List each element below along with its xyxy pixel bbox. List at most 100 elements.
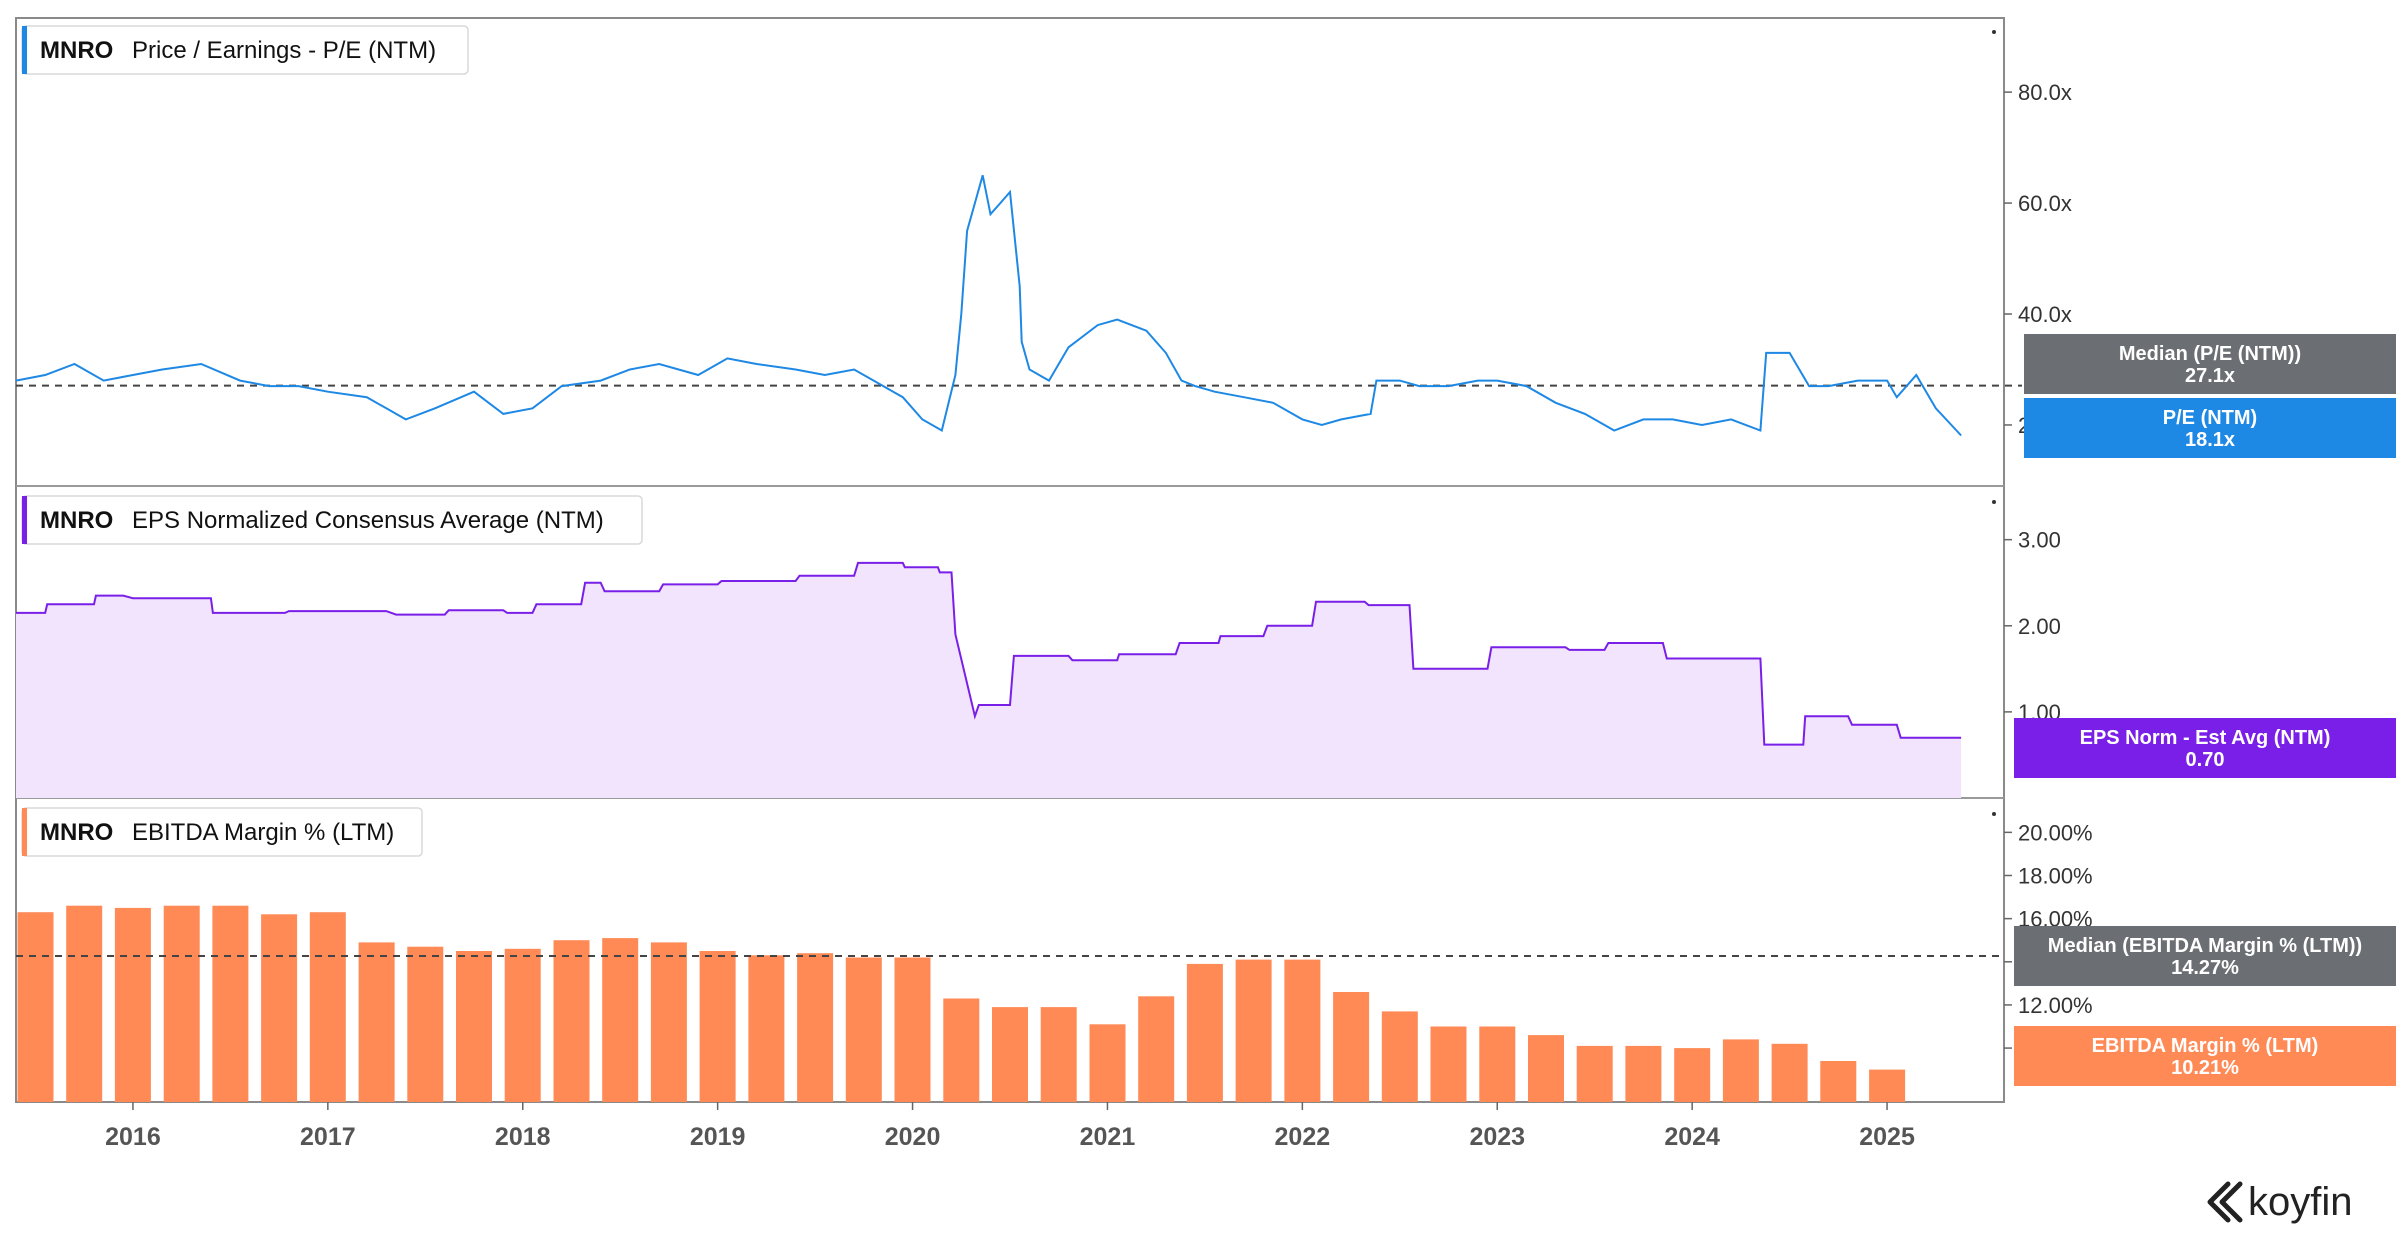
ebitda-bar-33 xyxy=(1625,1045,1662,1102)
ebitda-bar-35 xyxy=(1722,1039,1759,1102)
ebitda-legend-swatch xyxy=(22,808,27,856)
pe-legend-swatch xyxy=(22,26,27,74)
ebitda-bar-16 xyxy=(797,953,834,1102)
pe-current-badge-label: P/E (NTM) xyxy=(2163,407,2257,429)
x-tick-label-0: 2016 xyxy=(105,1123,161,1151)
ebitda-bar-28 xyxy=(1381,1011,1418,1102)
pe-y-tick-label-1: 60.0x xyxy=(2018,191,2072,216)
ebitda-bar-29 xyxy=(1430,1026,1467,1102)
koyfin-logo-icon xyxy=(2207,1181,2243,1223)
ebitda-bar-34 xyxy=(1674,1048,1711,1102)
ebitda-current-badge-value: 10.21% xyxy=(2171,1057,2239,1079)
pe-current-badge-bg xyxy=(2024,398,2396,458)
ebitda-bar-30 xyxy=(1479,1026,1516,1102)
pe-legend[interactable]: MNRO Price / Earnings - P/E (NTM) xyxy=(21,25,469,75)
ebitda-legend-title: EBITDA Margin % (LTM) xyxy=(132,819,394,846)
eps-current-badge-value: 0.70 xyxy=(2186,749,2225,771)
ebitda-current-badge-label: EBITDA Margin % (LTM) xyxy=(2092,1035,2319,1057)
eps-panel: 3.002.001.00 xyxy=(16,528,2061,798)
ebitda-bar-5 xyxy=(261,914,298,1102)
ebitda-bar-31 xyxy=(1528,1035,1564,1102)
ebitda-bar-10 xyxy=(504,948,541,1102)
ebitda-legend[interactable]: MNRO EBITDA Margin % (LTM) xyxy=(21,807,423,857)
eps-y-axis: 3.002.001.00 xyxy=(2004,528,2061,725)
ebitda-bar-13 xyxy=(650,942,687,1102)
ebitda-median-badge-bg xyxy=(2014,926,2396,986)
pe-panel-menu-dot[interactable] xyxy=(1992,30,1996,34)
ebitda-bar-6 xyxy=(309,912,346,1102)
ebitda-bars xyxy=(17,905,1906,1102)
ebitda-bar-26 xyxy=(1284,959,1321,1102)
koyfin-logo-text: koyfin xyxy=(2248,1180,2353,1224)
eps-current-badge-bg xyxy=(2014,718,2396,778)
pe-y-tick-label-0: 80.0x xyxy=(2018,80,2072,105)
pe-series-line xyxy=(15,175,1962,437)
pe-current-badge: P/E (NTM) 18.1x xyxy=(2024,398,2396,458)
ebitda-bar-37 xyxy=(1820,1061,1857,1102)
x-tick-label-5: 2021 xyxy=(1080,1123,1136,1151)
eps-legend-swatch xyxy=(22,496,27,544)
ebitda-legend-ticker: MNRO xyxy=(40,819,113,846)
x-tick-label-4: 2020 xyxy=(885,1123,941,1151)
eps-current-badge-label: EPS Norm - Est Avg (NTM) xyxy=(2080,727,2331,749)
ebitda-bar-9 xyxy=(456,951,492,1102)
eps-series-area xyxy=(16,562,1962,798)
ebitda-current-badge: EBITDA Margin % (LTM) 10.21% xyxy=(2014,1026,2396,1086)
ebitda-bar-17 xyxy=(845,957,882,1102)
ebitda-panel-menu-dot[interactable] xyxy=(1992,812,1996,816)
ebitda-y-tick-label-0: 20.00% xyxy=(2018,820,2093,845)
ebitda-bar-14 xyxy=(699,951,736,1102)
pe-y-tick-label-2: 40.0x xyxy=(2018,302,2072,327)
ebitda-y-tick-label-4: 12.00% xyxy=(2018,993,2093,1018)
eps-y-tick-label-1: 2.00 xyxy=(2018,614,2061,639)
ebitda-bar-2 xyxy=(114,907,151,1102)
x-tick-label-1: 2017 xyxy=(300,1123,356,1151)
x-tick-label-8: 2024 xyxy=(1664,1123,1720,1151)
ebitda-bar-19 xyxy=(943,998,980,1102)
ebitda-y-tick-label-1: 18.00% xyxy=(2018,864,2093,889)
pe-median-badge-label: Median (P/E (NTM)) xyxy=(2119,343,2301,365)
ebitda-median-badge-value: 14.27% xyxy=(2171,957,2239,979)
pe-median-badge: Median (P/E (NTM)) 27.1x xyxy=(2024,334,2396,394)
koyfin-logo[interactable]: koyfin xyxy=(2207,1180,2353,1224)
ebitda-bar-23 xyxy=(1138,996,1175,1102)
pe-median-badge-value: 27.1x xyxy=(2185,365,2235,387)
eps-current-badge: EPS Norm - Est Avg (NTM) 0.70 xyxy=(2014,718,2396,778)
eps-series-line xyxy=(16,561,1962,746)
x-axis: 2016 2017 2018 2019 2020 2021 2022 2023 2024 2025 xyxy=(105,1102,1915,1151)
ebitda-bar-20 xyxy=(992,1007,1028,1102)
eps-legend-ticker: MNRO xyxy=(40,507,113,534)
ebitda-bar-1 xyxy=(66,905,103,1102)
x-tick-label-2: 2018 xyxy=(495,1123,551,1151)
ebitda-bar-3 xyxy=(163,905,200,1102)
ebitda-bar-8 xyxy=(407,946,444,1102)
ebitda-bar-24 xyxy=(1186,963,1223,1102)
ebitda-bar-12 xyxy=(602,938,639,1102)
x-tick-label-6: 2022 xyxy=(1275,1123,1331,1151)
ebitda-median-badge: Median (EBITDA Margin % (LTM)) 14.27% xyxy=(2014,926,2396,986)
x-tick-label-7: 2023 xyxy=(1469,1123,1525,1151)
ebitda-bar-15 xyxy=(748,955,785,1102)
x-tick-label-9: 2025 xyxy=(1859,1123,1915,1151)
eps-legend[interactable]: MNRO EPS Normalized Consensus Average (N… xyxy=(21,495,643,545)
ebitda-bar-21 xyxy=(1040,1007,1077,1102)
ebitda-bar-25 xyxy=(1235,959,1272,1102)
ebitda-current-badge-bg xyxy=(2014,1026,2396,1086)
ebitda-bar-38 xyxy=(1869,1069,1906,1102)
ebitda-bar-11 xyxy=(553,940,590,1102)
ebitda-bar-7 xyxy=(358,942,395,1102)
ebitda-bar-36 xyxy=(1771,1043,1808,1102)
ebitda-bar-4 xyxy=(212,905,249,1102)
ebitda-bar-18 xyxy=(894,957,931,1102)
ebitda-bar-0 xyxy=(17,912,54,1102)
eps-y-tick-label-0: 3.00 xyxy=(2018,528,2061,553)
pe-legend-ticker: MNRO xyxy=(40,37,113,64)
pe-current-badge-value: 18.1x xyxy=(2185,429,2235,451)
eps-panel-menu-dot[interactable] xyxy=(1992,500,1996,504)
ebitda-bar-32 xyxy=(1576,1045,1613,1102)
pe-median-badge-bg xyxy=(2024,334,2396,394)
ebitda-median-badge-label: Median (EBITDA Margin % (LTM)) xyxy=(2048,935,2362,957)
ebitda-bar-22 xyxy=(1089,1024,1126,1102)
